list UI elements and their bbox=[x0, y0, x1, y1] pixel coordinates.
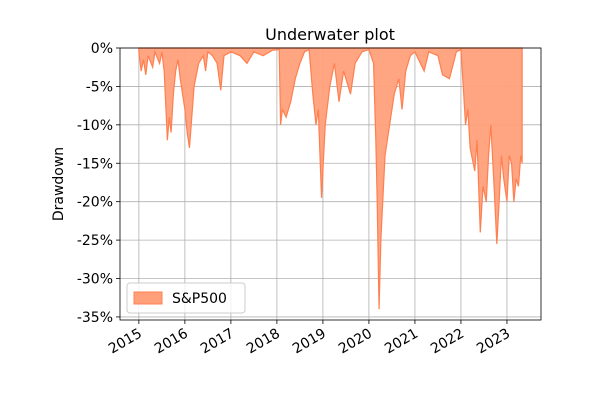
y-axis-label: Drawdown bbox=[51, 147, 67, 221]
legend: S&P500 bbox=[126, 282, 246, 314]
y-tick-label: -25% bbox=[77, 233, 113, 249]
x-tick-label: 2016 bbox=[152, 326, 191, 358]
y-tick-label: -35% bbox=[77, 310, 113, 326]
x-tick-label: 2015 bbox=[106, 326, 145, 358]
x-tick-label: 2019 bbox=[290, 326, 329, 358]
plot-frame bbox=[119, 47, 542, 321]
x-tick-label: 2020 bbox=[336, 326, 375, 358]
legend-box bbox=[126, 282, 246, 314]
y-tick-label: -5% bbox=[86, 79, 113, 95]
y-tick-label: -10% bbox=[77, 118, 113, 134]
y-tick-label: -15% bbox=[77, 156, 113, 172]
x-tick-label: 2017 bbox=[198, 326, 237, 358]
area bbox=[138, 47, 523, 310]
chart-title: Underwater plot bbox=[265, 25, 395, 44]
y-tick-label: -30% bbox=[77, 272, 113, 288]
x-tick-label: 2018 bbox=[244, 326, 283, 358]
y-tick-label: 0% bbox=[91, 41, 113, 57]
legend-label: S&P500 bbox=[172, 291, 227, 307]
x-tick-label: 2023 bbox=[474, 326, 513, 358]
x-tick-label: 2021 bbox=[382, 326, 421, 358]
y-tick-label: -20% bbox=[77, 195, 113, 211]
x-tick-label: 2022 bbox=[428, 326, 467, 358]
legend-swatch bbox=[133, 291, 163, 305]
